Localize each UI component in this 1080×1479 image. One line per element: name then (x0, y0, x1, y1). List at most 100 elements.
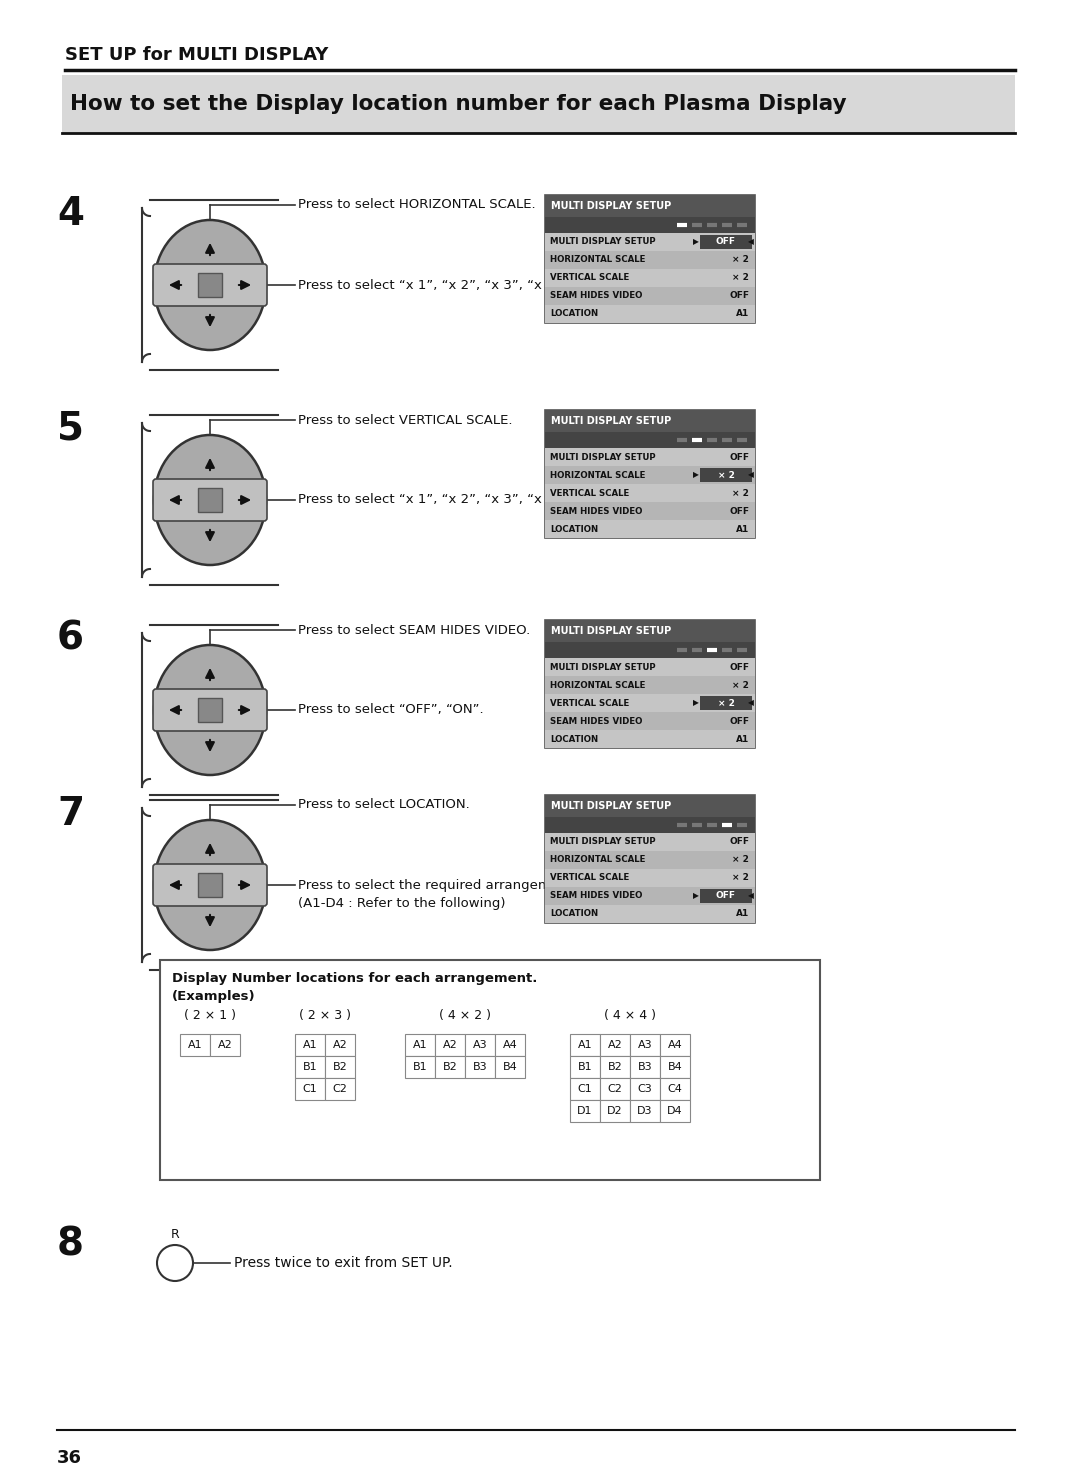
FancyBboxPatch shape (545, 269, 755, 287)
Text: SEAM HIDES VIDEO: SEAM HIDES VIDEO (550, 892, 643, 901)
Text: B4: B4 (502, 1062, 517, 1072)
FancyBboxPatch shape (545, 676, 755, 694)
FancyBboxPatch shape (325, 1056, 355, 1078)
Text: × 2: × 2 (717, 470, 734, 479)
Ellipse shape (154, 645, 266, 775)
Text: Press to select “x 1”, “x 2”, “x 3”, “x 4”.: Press to select “x 1”, “x 2”, “x 3”, “x … (298, 494, 566, 506)
Text: Press twice to exit from SET UP.: Press twice to exit from SET UP. (234, 1256, 453, 1270)
Text: B2: B2 (333, 1062, 348, 1072)
Text: VERTICAL SCALE: VERTICAL SCALE (550, 488, 630, 497)
Ellipse shape (154, 435, 266, 565)
Text: A1: A1 (735, 735, 750, 744)
Text: LOCATION: LOCATION (550, 910, 598, 918)
FancyBboxPatch shape (545, 642, 755, 658)
FancyBboxPatch shape (545, 521, 755, 538)
FancyBboxPatch shape (465, 1056, 495, 1078)
FancyBboxPatch shape (545, 484, 755, 501)
FancyBboxPatch shape (545, 887, 755, 905)
FancyBboxPatch shape (700, 467, 752, 482)
Text: D2: D2 (607, 1106, 623, 1117)
Text: C2: C2 (608, 1084, 622, 1094)
Text: A1: A1 (735, 910, 750, 918)
FancyBboxPatch shape (153, 263, 267, 306)
Text: ( 2 × 3 ): ( 2 × 3 ) (299, 1010, 351, 1022)
Text: HORIZONTAL SCALE: HORIZONTAL SCALE (550, 855, 646, 865)
Text: MULTI DISPLAY SETUP: MULTI DISPLAY SETUP (551, 802, 672, 810)
Text: B4: B4 (667, 1062, 683, 1072)
FancyBboxPatch shape (545, 501, 755, 521)
Text: ( 2 × 1 ): ( 2 × 1 ) (184, 1010, 237, 1022)
Text: SEAM HIDES VIDEO: SEAM HIDES VIDEO (550, 506, 643, 516)
FancyBboxPatch shape (405, 1034, 435, 1056)
FancyBboxPatch shape (700, 235, 752, 248)
Text: ◀: ◀ (748, 698, 754, 707)
Text: VERTICAL SCALE: VERTICAL SCALE (550, 874, 630, 883)
Text: A3: A3 (473, 1040, 487, 1050)
FancyBboxPatch shape (405, 1056, 435, 1078)
FancyBboxPatch shape (545, 816, 755, 833)
Text: Press to select VERTICAL SCALE.: Press to select VERTICAL SCALE. (298, 414, 513, 426)
FancyBboxPatch shape (630, 1034, 660, 1056)
FancyBboxPatch shape (570, 1056, 600, 1078)
FancyBboxPatch shape (62, 75, 1015, 133)
FancyBboxPatch shape (545, 305, 755, 322)
FancyBboxPatch shape (545, 731, 755, 748)
FancyBboxPatch shape (545, 251, 755, 269)
FancyBboxPatch shape (600, 1056, 630, 1078)
FancyBboxPatch shape (545, 195, 755, 217)
Text: How to set the Display location number for each Plasma Display: How to set the Display location number f… (70, 95, 847, 114)
Text: × 2: × 2 (732, 274, 750, 282)
Text: A1: A1 (578, 1040, 592, 1050)
FancyBboxPatch shape (570, 1100, 600, 1123)
FancyBboxPatch shape (545, 432, 755, 448)
Text: HORIZONTAL SCALE: HORIZONTAL SCALE (550, 680, 646, 689)
Text: D4: D4 (667, 1106, 683, 1117)
FancyBboxPatch shape (545, 796, 755, 816)
FancyBboxPatch shape (545, 448, 755, 466)
Text: Press to select “OFF”, “ON”.: Press to select “OFF”, “ON”. (298, 704, 484, 716)
Text: MULTI DISPLAY SETUP: MULTI DISPLAY SETUP (551, 626, 672, 636)
FancyBboxPatch shape (545, 711, 755, 731)
Text: 5: 5 (57, 410, 84, 448)
Text: Display Number locations for each arrangement.: Display Number locations for each arrang… (172, 972, 538, 985)
Text: MULTI DISPLAY SETUP: MULTI DISPLAY SETUP (550, 837, 656, 846)
FancyBboxPatch shape (545, 870, 755, 887)
Text: OFF: OFF (729, 291, 750, 300)
Text: C2: C2 (333, 1084, 348, 1094)
Text: ( 4 × 2 ): ( 4 × 2 ) (438, 1010, 491, 1022)
FancyBboxPatch shape (153, 689, 267, 731)
Text: × 2: × 2 (732, 874, 750, 883)
Text: ▶: ▶ (693, 698, 699, 707)
Text: 8: 8 (57, 1225, 84, 1263)
Text: 4: 4 (57, 195, 84, 234)
Text: OFF: OFF (729, 716, 750, 726)
FancyBboxPatch shape (153, 864, 267, 907)
Text: LOCATION: LOCATION (550, 525, 598, 534)
FancyBboxPatch shape (545, 287, 755, 305)
Text: OFF: OFF (716, 238, 735, 247)
FancyBboxPatch shape (700, 889, 752, 904)
Text: B2: B2 (443, 1062, 457, 1072)
Text: Press to select HORIZONTAL SCALE.: Press to select HORIZONTAL SCALE. (298, 198, 536, 211)
FancyBboxPatch shape (600, 1034, 630, 1056)
Text: A1: A1 (413, 1040, 428, 1050)
Circle shape (157, 1245, 193, 1281)
FancyBboxPatch shape (545, 234, 755, 251)
FancyBboxPatch shape (153, 479, 267, 521)
Text: A1: A1 (188, 1040, 202, 1050)
Text: A2: A2 (443, 1040, 457, 1050)
Text: A1: A1 (302, 1040, 318, 1050)
Text: ◀: ◀ (748, 238, 754, 247)
Text: (A1-D4 : Refer to the following): (A1-D4 : Refer to the following) (298, 896, 505, 910)
Text: ◀: ◀ (748, 892, 754, 901)
FancyBboxPatch shape (325, 1034, 355, 1056)
Text: 7: 7 (57, 796, 84, 833)
FancyBboxPatch shape (545, 217, 755, 234)
FancyBboxPatch shape (210, 1034, 240, 1056)
Text: OFF: OFF (729, 453, 750, 461)
Text: MULTI DISPLAY SETUP: MULTI DISPLAY SETUP (550, 238, 656, 247)
FancyBboxPatch shape (180, 1034, 210, 1056)
FancyBboxPatch shape (295, 1034, 325, 1056)
FancyBboxPatch shape (600, 1078, 630, 1100)
FancyBboxPatch shape (198, 873, 222, 896)
